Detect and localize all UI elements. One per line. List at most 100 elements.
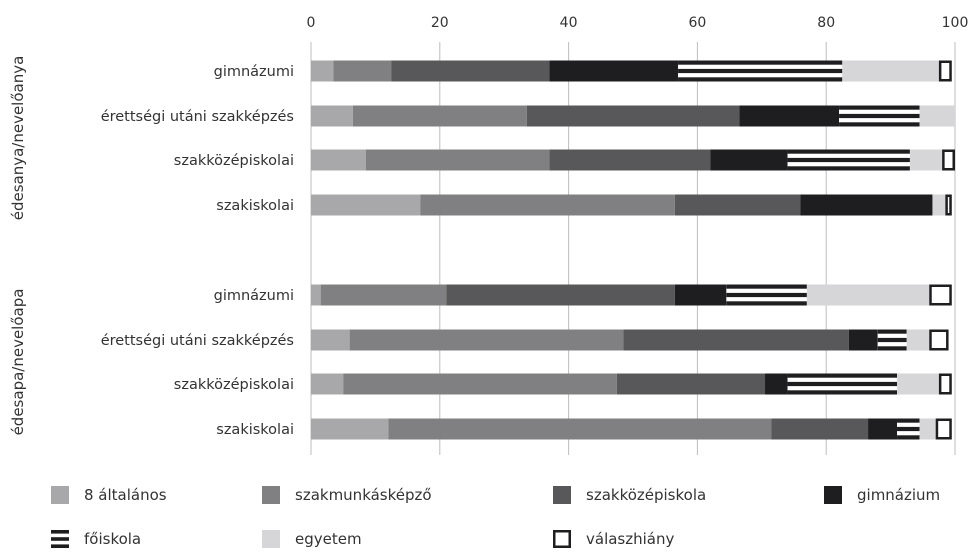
legend-item-szakmunkaskepzo: szakmunkásképző — [262, 486, 432, 504]
bar-segment-szakmunkaskepzo — [420, 194, 675, 216]
bar-segment-8-altalanos — [311, 373, 344, 395]
bar-segment-8-altalanos — [311, 418, 389, 440]
bar-segment-valaszhiany — [929, 284, 952, 306]
legend-label: szakmunkásképző — [295, 486, 432, 504]
bar-segment-egyetem — [909, 149, 943, 171]
bar-segment-valaszhiany — [938, 373, 952, 395]
bar-segment-foiskola — [726, 284, 807, 306]
group-labels: édesanya/nevelőanya édesapa/nevelőapa — [9, 56, 27, 436]
bar-segment-foiskola — [787, 373, 898, 395]
legend-swatch — [553, 486, 571, 504]
bar-segment-foiskola — [839, 105, 920, 127]
legend-item-foiskola: főiskola — [51, 530, 141, 548]
x-tick-label: 80 — [817, 15, 835, 31]
bar-segment-szakmunkaskepzo — [365, 149, 550, 171]
bar-segment-8-altalanos — [311, 329, 350, 351]
bar-segment-szakkozepiskola — [549, 149, 711, 171]
bar-segment-gimnazium — [800, 194, 933, 216]
legend-label: 8 általános — [84, 486, 167, 504]
bar-segment-egyetem — [919, 418, 936, 440]
bar-segment-szakmunkaskepzo — [388, 418, 772, 440]
legend-swatch — [262, 486, 280, 504]
x-tick-label: 60 — [688, 15, 706, 31]
bar-segment-gimnazium — [765, 373, 788, 395]
bar-segment-foiskola — [877, 329, 907, 351]
bar-segment-8-altalanos — [311, 284, 321, 306]
bar-segment-gimnazium — [868, 418, 898, 440]
bar-segment-egyetem — [919, 105, 955, 127]
category-label: gimnázumi — [214, 288, 294, 304]
bar-row — [311, 284, 952, 306]
bar-segment-egyetem — [906, 329, 930, 351]
bar-segment-szakkozepiskola — [526, 105, 740, 127]
bar-segment-foiskola — [897, 418, 920, 440]
bar-segment-valaszhiany — [929, 329, 949, 351]
bar-segment-szakmunkaskepzo — [352, 105, 527, 127]
legend-item-valaszhiany: válaszhiány — [553, 530, 674, 548]
bars — [311, 60, 955, 440]
bar-segment-8-altalanos — [311, 194, 421, 216]
x-tick-label: 20 — [431, 15, 449, 31]
legend: 8 általános szakmunkásképző szakközépiskol… — [51, 486, 940, 548]
bar-segment-foiskola — [787, 149, 910, 171]
bar-segment-szakkozepiskola — [616, 373, 766, 395]
category-labels: gimnázumi érettségi utáni szakképzés szakk… — [101, 64, 294, 438]
bar-segment-gimnazium — [710, 149, 788, 171]
bar-row — [311, 194, 952, 216]
category-label: érettségi utáni szakképzés — [101, 333, 294, 349]
legend-label: válaszhiány — [586, 530, 674, 548]
category-label: érettségi utáni szakképzés — [101, 109, 294, 125]
bar-segment-szakmunkaskepzo — [343, 373, 617, 395]
legend-item-8-altalanos: 8 általános — [51, 486, 167, 504]
legend-label: főiskola — [84, 530, 141, 548]
x-tick-label: 100 — [942, 15, 969, 31]
bar-segment-valaszhiany — [945, 194, 952, 216]
legend-swatch — [824, 486, 842, 504]
bar-row — [311, 60, 952, 82]
bar-segment-szakkozepiskola — [674, 194, 801, 216]
bar-segment-foiskola — [678, 60, 843, 82]
bar-segment-gimnazium — [848, 329, 878, 351]
bar-row — [311, 149, 955, 171]
group-label: édesanya/nevelőanya — [9, 56, 27, 221]
bar-segment-szakmunkaskepzo — [320, 284, 447, 306]
legend-item-egyetem: egyetem — [262, 530, 362, 548]
x-tick-label: 0 — [307, 15, 316, 31]
bar-segment-gimnazium — [674, 284, 727, 306]
bar-segment-valaszhiany — [935, 418, 952, 440]
bar-segment-szakkozepiskola — [623, 329, 849, 351]
category-label: szakközépiskolai — [174, 153, 294, 169]
bar-row — [311, 418, 952, 440]
x-tick-label: 40 — [560, 15, 578, 31]
legend-item-szakkozepiskola: szakközépiskola — [553, 486, 706, 504]
bar-row — [311, 373, 952, 395]
bar-segment-szakmunkaskepzo — [349, 329, 624, 351]
bar-row — [311, 329, 949, 351]
category-label: szakközépiskolai — [174, 377, 294, 393]
category-label: szakiskolai — [216, 198, 294, 214]
bar-segment-szakkozepiskola — [771, 418, 869, 440]
bar-segment-8-altalanos — [311, 105, 353, 127]
bar-segment-egyetem — [932, 194, 946, 216]
bar-segment-8-altalanos — [311, 149, 366, 171]
bar-segment-valaszhiany — [938, 60, 952, 82]
legend-swatch — [51, 486, 69, 504]
group-label: édesapa/nevelőapa — [9, 289, 27, 436]
category-label: gimnázumi — [214, 64, 294, 80]
category-label: szakiskolai — [216, 422, 294, 438]
x-axis-ticks: 0 20 40 60 80 100 — [307, 15, 969, 31]
bar-row — [311, 105, 955, 127]
legend-swatch — [262, 530, 280, 548]
bar-segment-szakmunkaskepzo — [333, 60, 392, 82]
legend-label: szakközépiskola — [586, 486, 706, 504]
bar-segment-egyetem — [842, 60, 939, 82]
bar-segment-egyetem — [897, 373, 939, 395]
legend-swatch — [51, 530, 69, 548]
legend-label: gimnázium — [857, 486, 940, 504]
bar-segment-egyetem — [806, 284, 930, 306]
bar-segment-gimnazium — [739, 105, 840, 127]
legend-swatch — [553, 530, 571, 548]
legend-item-gimnazium: gimnázium — [824, 486, 940, 504]
bar-segment-szakkozepiskola — [446, 284, 675, 306]
